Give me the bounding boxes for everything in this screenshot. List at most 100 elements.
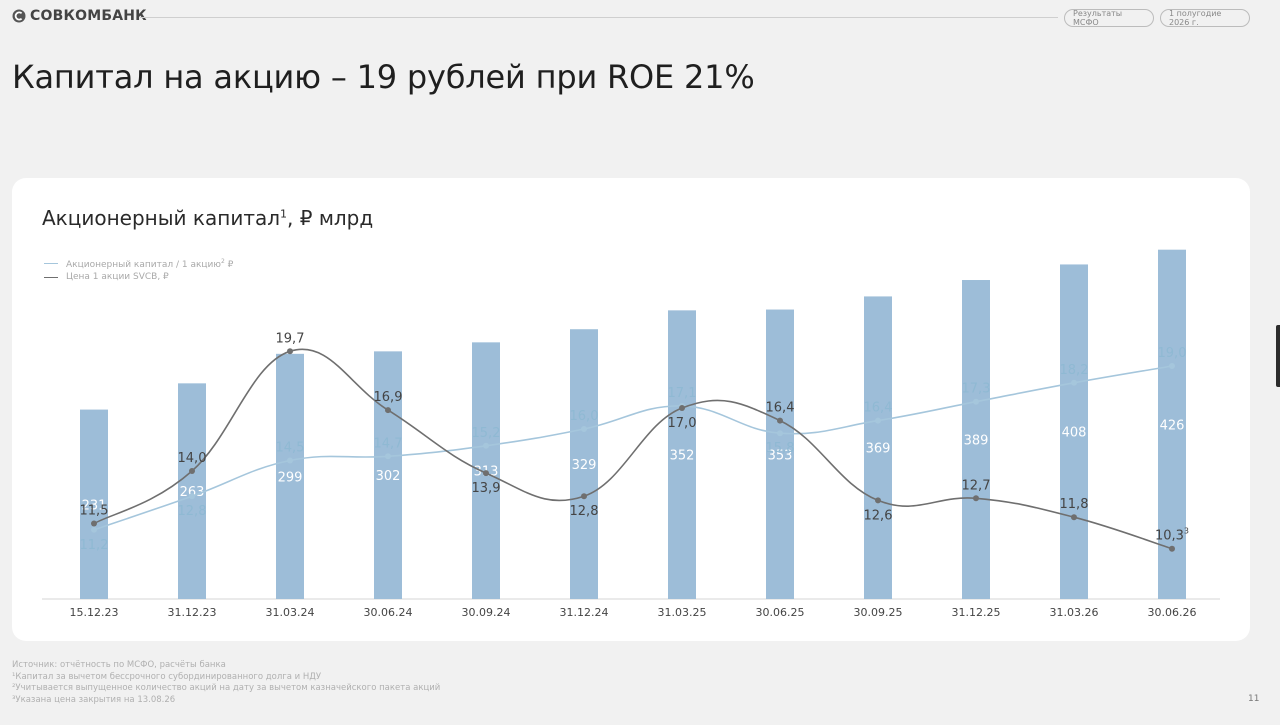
page-number: 11 xyxy=(1248,694,1260,704)
header-divider xyxy=(140,17,1058,18)
bar-31.03.24 xyxy=(276,353,304,599)
footnotes: Источник: отчётность по МСФО, расчёты ба… xyxy=(12,660,440,706)
capital-per-share-label-31.03.25: 17,1 xyxy=(668,386,697,401)
share-price-point-30.09.25 xyxy=(875,497,881,504)
share-price-label-footnote-mark: 3 xyxy=(1184,527,1189,536)
share-price-point-31.12.24 xyxy=(581,493,587,500)
x-tick-label-30.06.25: 30.06.25 xyxy=(756,606,805,619)
share-price-label-30.06.24: 16,9 xyxy=(374,390,403,405)
capital-per-share-label-31.03.24: 14,5 xyxy=(276,441,305,456)
capital-per-share-line xyxy=(93,365,1173,531)
capital-per-share-point-31.12.25 xyxy=(973,398,979,405)
capital-per-share-label-31.12.23: 12,8 xyxy=(178,504,207,519)
x-tick-label-31.12.23: 31.12.23 xyxy=(168,606,217,619)
share-price-point-31.03.24 xyxy=(287,348,293,355)
bar-label-30.06.26: 426 xyxy=(1160,418,1185,433)
x-tick-label-30.06.26: 30.06.26 xyxy=(1148,606,1197,619)
bar-label-31.03.24: 299 xyxy=(278,470,303,485)
legend-label-capital-per-share: Акционерный капитал / 1 акцию2 ₽ xyxy=(66,256,233,271)
legend-swatch-share-price xyxy=(44,276,58,278)
bar-label-31.12.25: 389 xyxy=(964,434,989,449)
footnote-2: ²Учитывается выпущенное количество акций… xyxy=(12,683,441,693)
x-tick-label-15.12.23: 15.12.23 xyxy=(70,606,119,619)
footnote-source: Источник: отчётность по МСФО, расчёты ба… xyxy=(12,660,226,670)
capital-per-share-point-30.09.25 xyxy=(875,417,881,424)
capital-per-share-label-30.06.25: 15,8 xyxy=(766,441,795,456)
share-price-point-30.09.24 xyxy=(483,470,489,477)
capital-per-share-point-30.06.24 xyxy=(385,453,391,460)
share-price-label-31.03.24: 19,7 xyxy=(276,331,305,346)
share-price-label-30.09.25: 12,6 xyxy=(864,508,893,523)
bar-30.09.25 xyxy=(864,296,892,599)
chart-title-footnote-mark: 1 xyxy=(280,207,288,221)
chart-title-text: Акционерный капитал xyxy=(42,206,281,230)
share-price-point-31.03.25 xyxy=(679,405,685,411)
legend-swatch-capital-per-share xyxy=(44,263,58,264)
footnote-1: ¹Капитал за вычетом бессрочного субордин… xyxy=(12,671,322,682)
x-tick-label-31.03.26: 31.03.26 xyxy=(1050,606,1099,619)
brand-logo: СОВКОМБАНК xyxy=(12,8,147,24)
report-period-pill: 1 полугодие 2026 г. xyxy=(1160,9,1250,27)
capital-per-share-label-30.09.25: 16,4 xyxy=(864,401,893,416)
capital-per-share-label-31.12.24: 16,0 xyxy=(570,409,599,424)
bar-label-31.12.24: 329 xyxy=(572,458,597,473)
x-tick-label-30.06.24: 30.06.24 xyxy=(364,606,413,619)
chart-legend: Акционерный капитал / 1 акцию2 ₽ Цена 1 … xyxy=(44,256,233,283)
bar-label-31.12.23: 263 xyxy=(180,485,205,500)
legend-footnote-mark: 2 xyxy=(220,258,225,265)
capital-per-share-label-30.06.26: 19,0 xyxy=(1158,346,1187,361)
capital-per-share-label-31.03.26: 18,2 xyxy=(1060,363,1089,378)
share-price-line xyxy=(93,348,1173,550)
capital-per-share-point-31.03.24 xyxy=(287,457,293,464)
capital-per-share-point-31.12.24 xyxy=(581,426,587,432)
legend-item-capital-per-share: Акционерный капитал / 1 акцию2 ₽ xyxy=(44,256,233,271)
bar-31.12.23 xyxy=(178,383,206,599)
chart-title: Акционерный капитал1, ₽ млрд xyxy=(42,206,373,230)
share-price-point-30.06.25 xyxy=(777,417,783,424)
chart-card: Акционерный капитал1, ₽ млрд Акционерный… xyxy=(12,178,1250,641)
share-price-label-15.12.23: 11,5 xyxy=(80,504,109,519)
bar-31.12.24 xyxy=(570,329,598,599)
share-price-point-31.12.23 xyxy=(189,468,195,474)
share-price-label-31.12.25: 12,7 xyxy=(962,478,991,493)
share-price-label-31.12.24: 12,8 xyxy=(570,504,599,519)
bar-label-31.03.26: 408 xyxy=(1062,426,1087,441)
capital-per-share-point-30.06.26 xyxy=(1169,363,1175,369)
bar-label-31.03.25: 352 xyxy=(670,449,695,464)
x-tick-label-30.09.24: 30.09.24 xyxy=(462,606,511,619)
share-price-label-31.12.23: 14,0 xyxy=(178,451,207,466)
share-price-label-30.06.25: 16,4 xyxy=(766,401,795,416)
share-price-point-31.12.25 xyxy=(973,495,979,502)
capital-per-share-label-30.06.24: 14,7 xyxy=(374,436,403,451)
capital-per-share-point-30.06.25 xyxy=(777,430,783,437)
bar-30.06.26 xyxy=(1158,249,1186,599)
bar-15.12.23 xyxy=(80,409,108,599)
bar-31.03.25 xyxy=(668,310,696,599)
capital-per-share-point-15.12.23 xyxy=(91,526,97,533)
share-price-point-30.06.26 xyxy=(1169,545,1175,552)
sovcombank-logo-icon xyxy=(12,9,26,23)
x-tick-label-31.12.25: 31.12.25 xyxy=(952,606,1001,619)
report-type-pill: Результаты МСФО xyxy=(1064,9,1154,27)
x-tick-label-31.12.24: 31.12.24 xyxy=(560,606,609,619)
capital-per-share-label-15.12.23: 11,2 xyxy=(80,538,109,553)
bar-30.06.24 xyxy=(374,351,402,599)
footnote-3: ³Указана цена закрытия на 13.08.26 xyxy=(12,694,176,705)
combo-chart: 23126329930231332935235336938940842615.1… xyxy=(42,249,1220,619)
brand-name: СОВКОМБАНК xyxy=(30,8,147,24)
bar-31.03.26 xyxy=(1060,264,1088,599)
capital-per-share-label-30.09.24: 15,2 xyxy=(472,426,501,441)
bar-label-15.12.23: 231 xyxy=(82,498,107,513)
legend-label-capital-per-share-unit: ₽ xyxy=(224,260,234,270)
capital-per-share-point-31.03.26 xyxy=(1071,379,1077,386)
bar-31.12.25 xyxy=(962,280,990,599)
bar-label-30.09.25: 369 xyxy=(866,442,891,457)
share-price-point-15.12.23 xyxy=(91,520,97,527)
legend-label-capital-per-share-text: Акционерный капитал / 1 акцию xyxy=(66,260,221,270)
share-price-point-30.06.24 xyxy=(385,407,391,414)
x-tick-label-31.03.25: 31.03.25 xyxy=(658,606,707,619)
bar-label-30.06.24: 302 xyxy=(376,469,401,484)
edge-scroll-tab xyxy=(1276,325,1280,387)
x-tick-label-31.03.24: 31.03.24 xyxy=(266,606,315,619)
chart-title-suffix: , ₽ млрд xyxy=(287,206,374,230)
